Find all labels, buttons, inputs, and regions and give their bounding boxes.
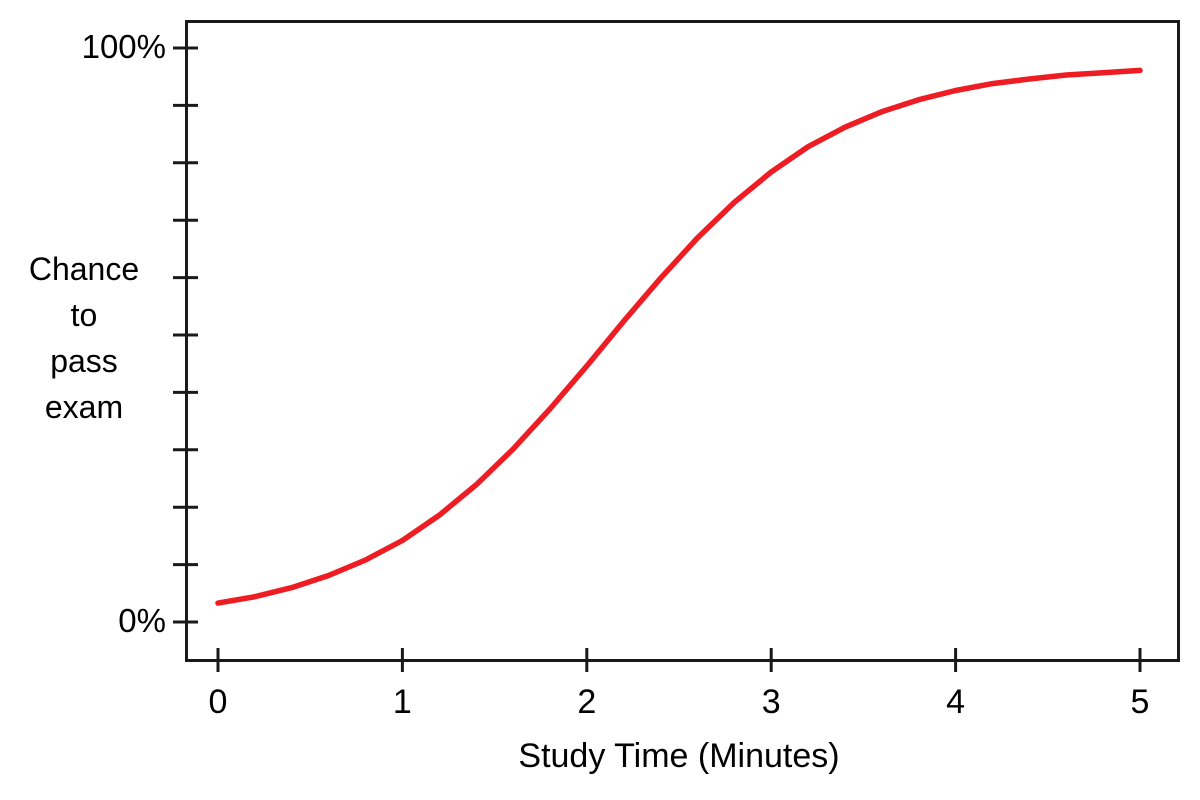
x-tick-label: 1 [392, 683, 412, 721]
y-axis-title-line: pass [50, 343, 118, 379]
plot-area [185, 20, 1180, 662]
x-tick-label: 2 [577, 683, 597, 721]
y-axis-title-line: to [70, 297, 98, 333]
y-axis-title-line: Chance [28, 251, 140, 287]
x-tick-label: 4 [946, 683, 966, 721]
x-tick-label: 5 [1130, 683, 1150, 721]
x-axis-title: Study Time (Minutes) [518, 737, 840, 775]
y-axis-title-line: exam [44, 389, 124, 425]
x-tick-label: 0 [208, 683, 228, 721]
y-tick-label-0: 0% [118, 602, 166, 639]
y-tick-label-100: 100% [81, 28, 166, 65]
y-axis-title: Chance to pass exam [8, 246, 160, 430]
x-tick-label: 3 [761, 683, 781, 721]
